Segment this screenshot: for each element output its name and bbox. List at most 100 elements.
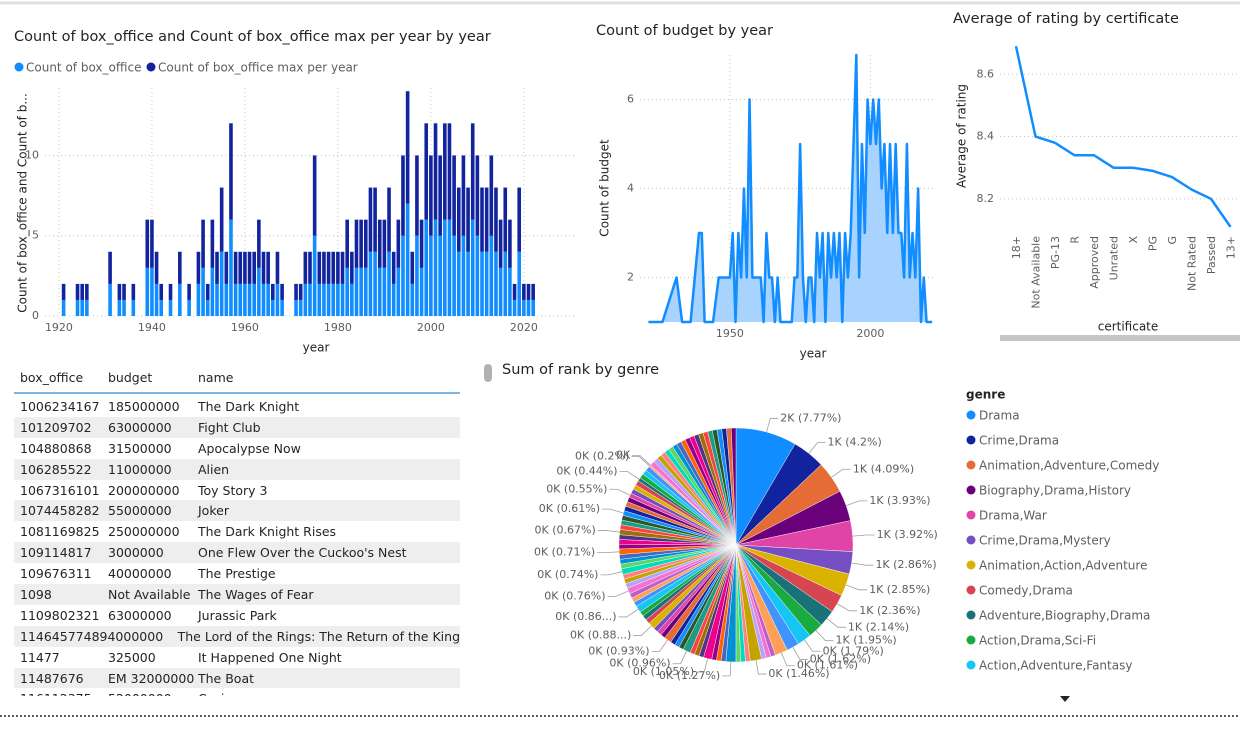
legend-label: Drama,War [979, 509, 1047, 523]
data-label: 0K (0.55%) [546, 482, 607, 495]
bar [363, 267, 368, 316]
bar [257, 219, 261, 268]
bar [480, 187, 484, 252]
table-cell: 1146457748 [20, 628, 100, 644]
leader-line [618, 608, 639, 618]
table-cell: 52000000 [108, 691, 198, 696]
chart-title: Average of rating by certificate [953, 11, 1179, 27]
legend-marker [966, 610, 976, 620]
y-tick-label: 2 [627, 271, 634, 284]
y-tick-label: 8.6 [977, 67, 995, 80]
table-cell: 101209702 [20, 419, 92, 435]
bar [382, 267, 387, 316]
bar [117, 299, 122, 316]
bar [205, 283, 210, 300]
table-cell: EM 32000000 [108, 670, 195, 686]
table-row: 101209702 63000000 Fight Club [14, 416, 460, 438]
bar [85, 283, 89, 300]
bar [508, 219, 512, 268]
bar [447, 123, 452, 220]
data-label: 0K (0.2%) [575, 450, 629, 463]
bar [238, 283, 243, 316]
x-tick-label: 1940 [138, 321, 166, 334]
bar [452, 235, 456, 316]
bar [512, 299, 517, 316]
table-cell: 325000 [108, 649, 156, 665]
leader-line [619, 471, 640, 480]
leader-line [631, 456, 650, 467]
bar [517, 187, 522, 252]
bar [294, 283, 298, 300]
x-tick-label: PG [1147, 236, 1160, 251]
table-row: 11611237552000000Casino [14, 688, 460, 696]
bar [456, 187, 461, 252]
leader-line [815, 630, 834, 642]
bar [484, 251, 489, 316]
bar [178, 251, 182, 284]
bar [401, 235, 405, 316]
x-tick-label: 1980 [324, 321, 352, 334]
bar [178, 283, 182, 316]
drag-handle[interactable] [484, 364, 492, 382]
bar [280, 299, 284, 316]
bar [345, 267, 349, 316]
bar [391, 251, 396, 284]
bar [317, 251, 322, 284]
legend-marker [966, 510, 976, 520]
bar [154, 283, 159, 316]
data-label: 0K (0.61%) [539, 502, 600, 515]
bar [345, 219, 349, 268]
y-tick-label: 0 [32, 309, 39, 322]
bar [159, 283, 164, 300]
table-cell: 106285522 [20, 461, 92, 477]
data-label: 0K (0.76%) [544, 589, 605, 602]
x-tick-label: Not Available [1030, 236, 1043, 309]
data-label: 0K (0.71%) [534, 546, 595, 559]
data-label: 1K (2.14%) [848, 620, 909, 633]
bar [280, 283, 284, 300]
legend-label: Adventure,Biography,Drama [979, 609, 1150, 623]
table-cell: 94000000 [99, 628, 164, 644]
table-cell: 109676311 [20, 566, 92, 582]
bar [350, 251, 354, 284]
leader-line [792, 646, 808, 660]
bar [131, 283, 136, 300]
bar [447, 219, 452, 316]
bar [526, 299, 531, 316]
x-axis-title: certificate [1098, 320, 1159, 334]
bar [201, 219, 205, 268]
table-cell: The Wages of Fear [198, 586, 314, 602]
bar [145, 267, 150, 316]
legend-scroll-arrow[interactable] [1060, 696, 1070, 702]
bar [475, 235, 480, 316]
bar [354, 219, 359, 268]
bar [438, 235, 442, 316]
data-label: 0K (1.27%) [659, 669, 720, 682]
scrollbar[interactable] [1000, 335, 1240, 341]
bar [424, 219, 429, 316]
table-cell: 185000000 [108, 398, 180, 414]
bar [61, 299, 66, 316]
bar [312, 235, 317, 316]
bar [252, 283, 257, 316]
legend-label: Comedy,Drama [979, 584, 1073, 598]
bar [201, 267, 205, 316]
column-header: name [198, 369, 234, 385]
table-cell: One Flew Over the Cuckoo's Nest [198, 545, 407, 561]
bar [219, 187, 224, 252]
table-row: 1006234167 185000000 The Dark Knight [14, 396, 460, 417]
bar [168, 283, 173, 300]
data-label: 0K (1.62%) [810, 652, 871, 665]
x-tick-label: Not Rated [1186, 236, 1199, 291]
data-label: 0K (1.79%) [823, 644, 884, 657]
bar [391, 283, 396, 316]
data-label: 0K (0.74%) [537, 568, 598, 581]
bar [187, 299, 191, 316]
legend-title: genre [966, 388, 1005, 402]
bar [512, 283, 517, 300]
bar [303, 251, 308, 284]
table-row: 11487676 EM 32000000 The Boat [14, 667, 460, 689]
bar [480, 251, 484, 316]
bar [308, 251, 312, 284]
x-tick-label: 1920 [45, 321, 73, 334]
